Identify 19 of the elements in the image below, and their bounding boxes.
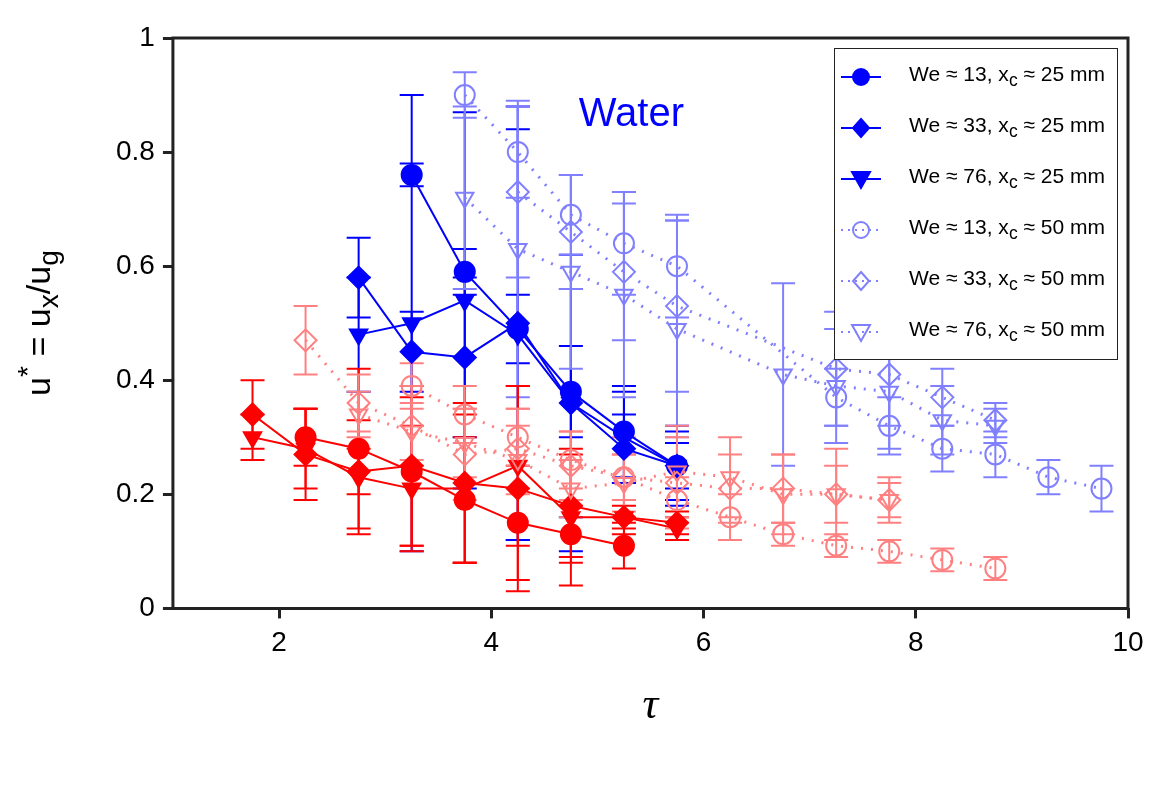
x-tick-label: 8	[907, 625, 924, 657]
y-tick-label: 0.4	[115, 362, 155, 394]
legend-label: We ≈ 13, x$_{c}$ ≈ 50 mm	[909, 214, 1105, 245]
annotation: Water	[578, 89, 684, 135]
y-tick-label: 0	[139, 591, 155, 623]
x-tick-label: 10	[1112, 625, 1144, 657]
x-tick-label: 2	[271, 625, 287, 657]
x-tick-label: 4	[483, 625, 500, 657]
y-tick-label: 0.2	[115, 477, 155, 509]
y-tick-label: 0.6	[115, 248, 155, 280]
x-axis-title: τ	[642, 678, 659, 730]
y-tick-label: 0.8	[115, 134, 155, 166]
legend-label: We ≈ 76, x$_{c}$ ≈ 25 mm	[909, 163, 1105, 194]
legend-label: We ≈ 33, x$_{c}$ ≈ 25 mm	[909, 112, 1105, 143]
legend-label: We ≈ 76, x$_{c}$ ≈ 50 mm	[909, 316, 1105, 347]
legend-label: We ≈ 13, x$_{c}$ ≈ 25 mm	[909, 61, 1105, 92]
x-tick-label: 6	[695, 625, 712, 657]
legend-label: We ≈ 33, x$_{c}$ ≈ 50 mm	[909, 265, 1105, 296]
y-tick-label: 1	[139, 20, 155, 52]
